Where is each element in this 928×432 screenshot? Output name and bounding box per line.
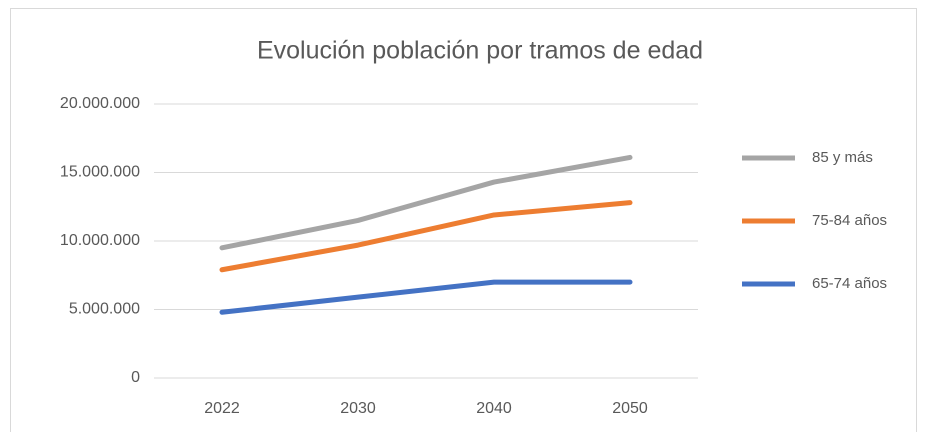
y-tick-label: 20.000.000 [60,95,140,112]
x-tick-label: 2040 [476,400,512,417]
x-tick-label: 2022 [204,400,240,417]
y-tick-label: 5.000.000 [69,301,140,318]
x-tick-label: 2050 [612,400,648,417]
legend-label: 65-74 años [812,275,887,292]
legend-label: 75-84 años [812,212,887,229]
chart-title: Evolución población por tramos de edad [257,37,703,65]
y-tick-label: 15.000.000 [60,164,140,181]
series-line [219,200,633,273]
y-tick-label: 0 [131,369,140,386]
y-tick-label: 10.000.000 [60,232,140,249]
legend-label: 85 y más [812,149,873,166]
series-line [219,154,633,251]
series-line [219,279,633,315]
x-tick-label: 2030 [340,400,376,417]
